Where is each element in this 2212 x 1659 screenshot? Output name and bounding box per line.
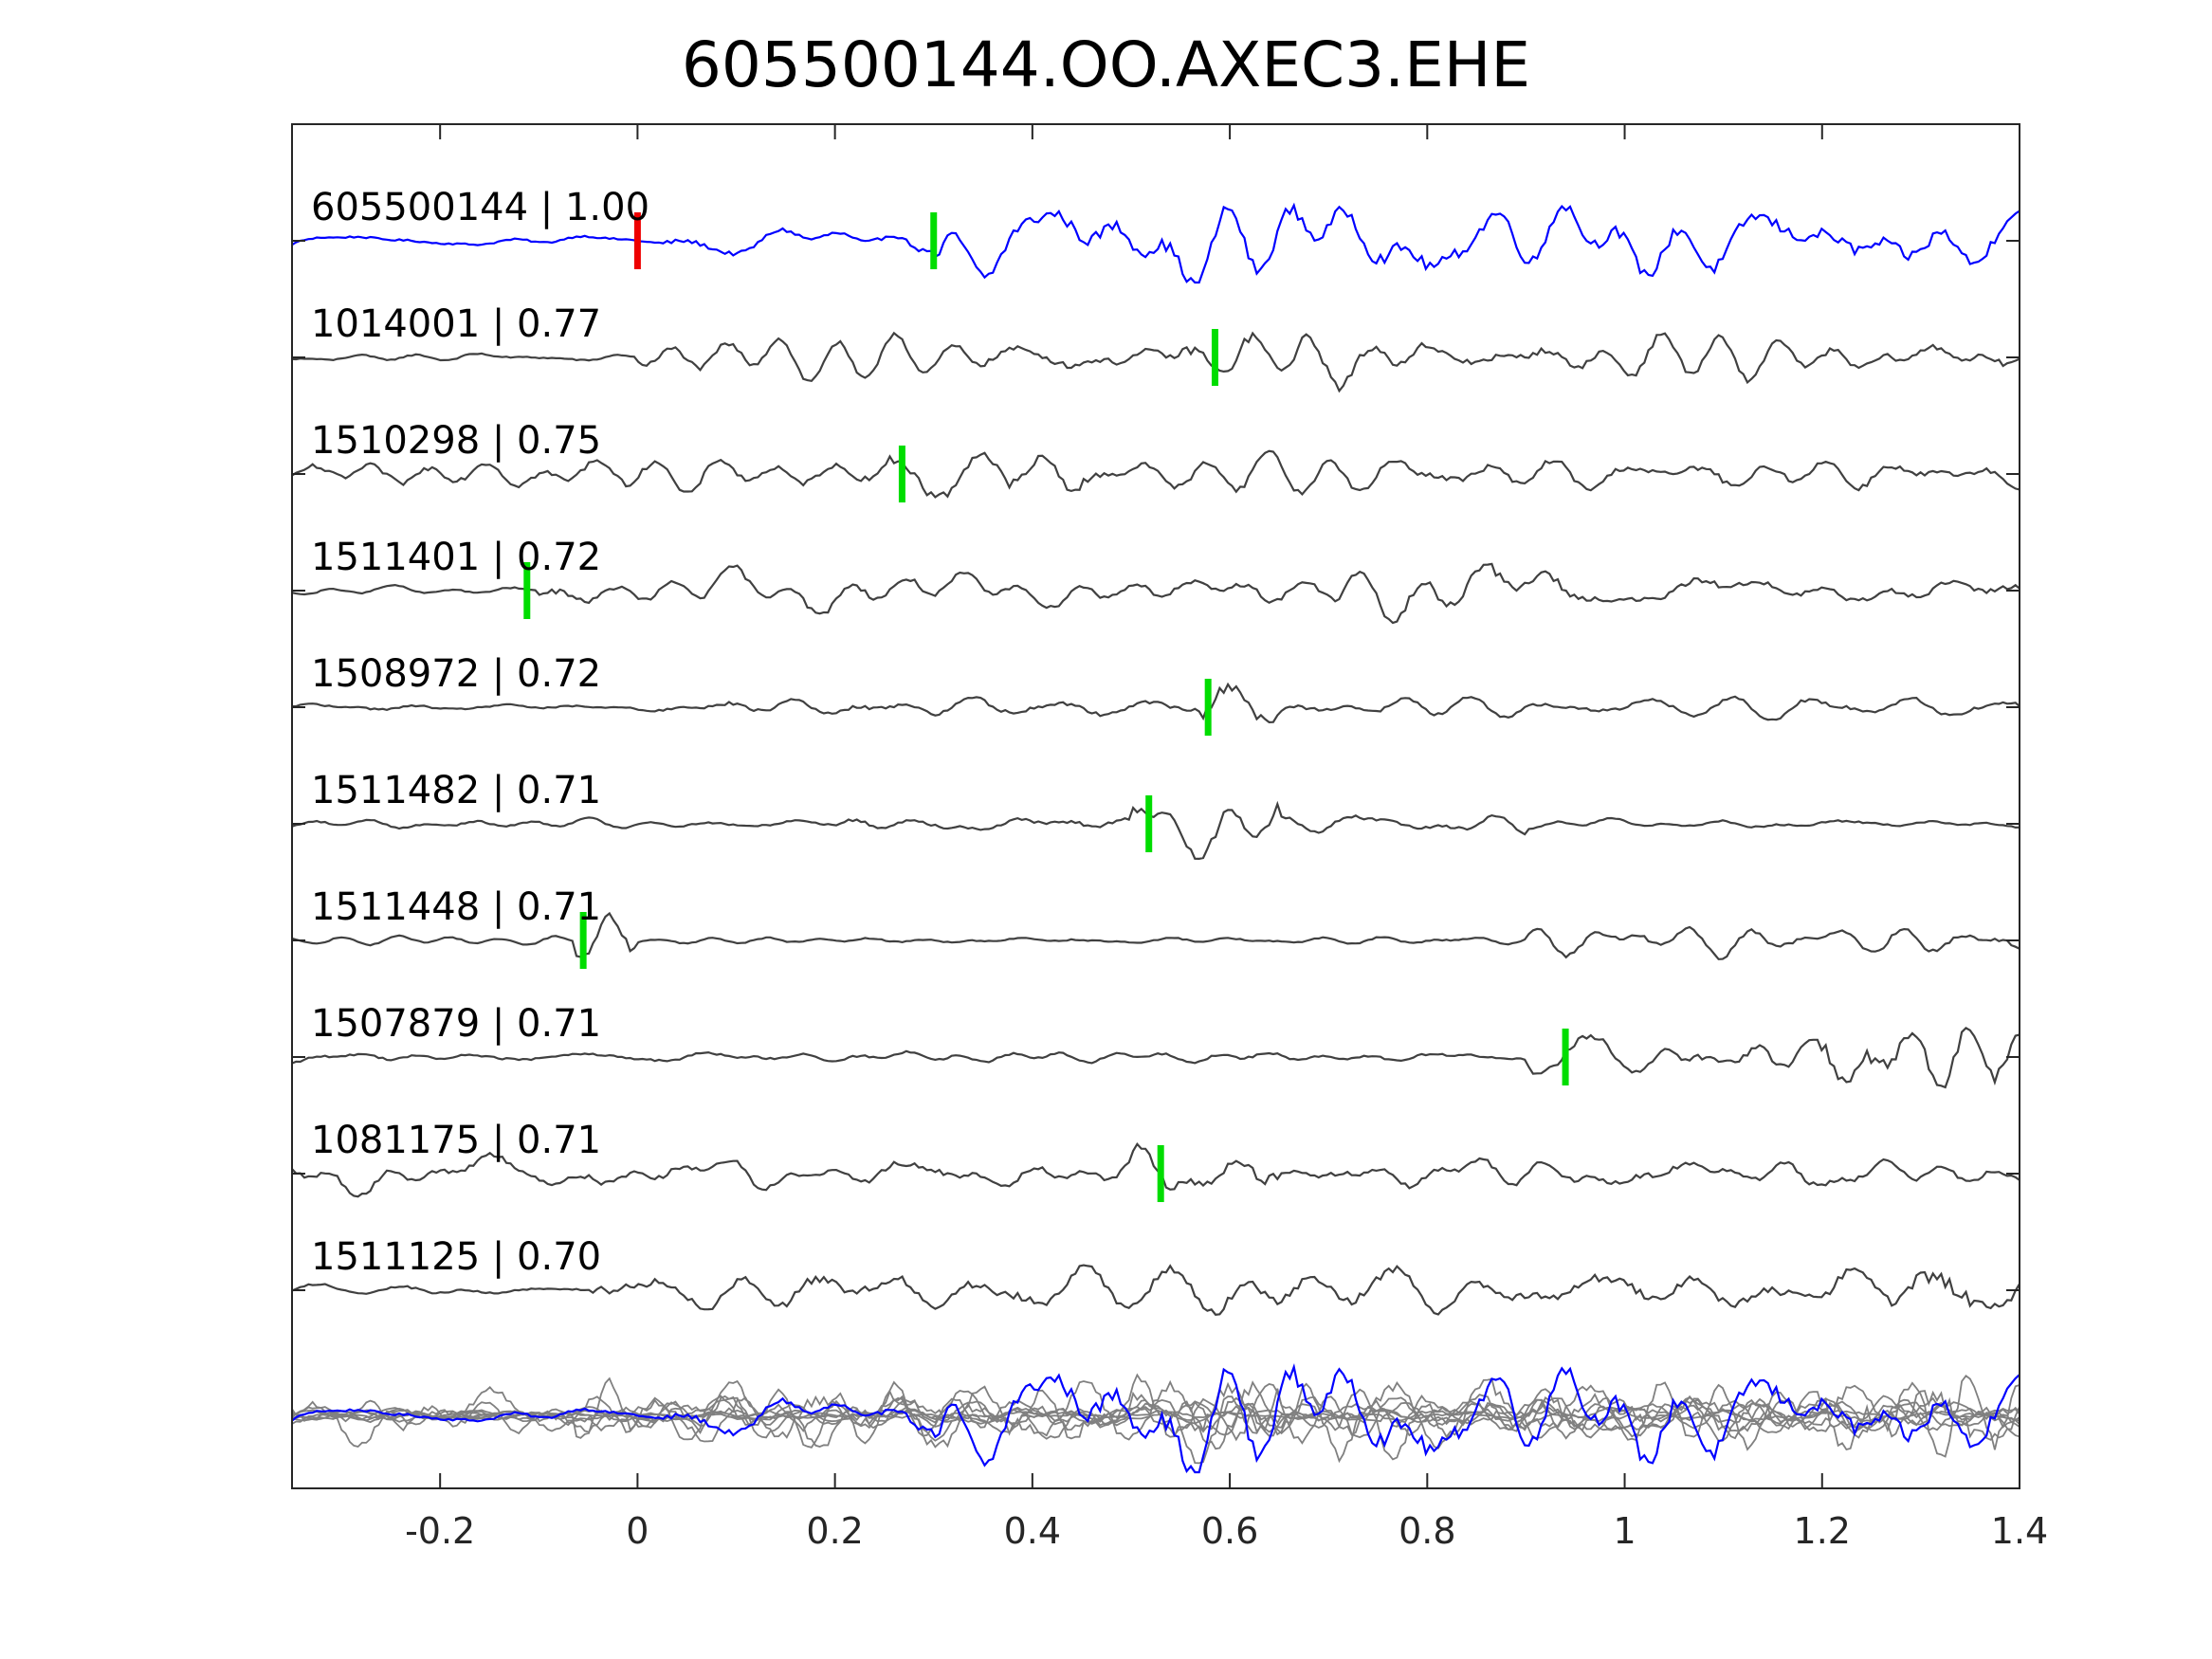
- x-tick-label: 0.8: [1398, 1510, 1455, 1552]
- trace-605500144: [291, 202, 2020, 284]
- x-tick-label: 0.4: [1004, 1510, 1061, 1552]
- trace-1510298: [291, 449, 2020, 499]
- x-tick-label: 1.2: [1794, 1510, 1851, 1552]
- trace-label-1014001: 1014001 | 0.77: [311, 302, 601, 346]
- stack-trace-1511448: [291, 1376, 2020, 1442]
- x-tick-label: 0: [626, 1510, 649, 1552]
- x-tick-label: -0.2: [405, 1510, 475, 1552]
- trace-1507879: [291, 1027, 2020, 1089]
- trace-1014001: [291, 331, 2020, 393]
- trace-1511125: [291, 1264, 2020, 1316]
- trace-1511482: [291, 800, 2020, 861]
- trace-label-1081175: 1081175 | 0.71: [311, 1119, 601, 1162]
- picks-group: [523, 212, 1569, 1202]
- x-tick-label: 1: [1613, 1510, 1636, 1552]
- stack-trace-1508972: [291, 1381, 2020, 1437]
- y-tick-marks: [292, 240, 2020, 1291]
- x-tick-label: 1.4: [1991, 1510, 2048, 1552]
- trace-label-1510298: 1510298 | 0.75: [311, 419, 601, 463]
- trace-labels-group: 605500144 | 1.00 1014001 | 0.77 1510298 | …: [311, 186, 649, 1279]
- trace-label-605500144: 605500144 | 1.00: [311, 186, 649, 229]
- x-axis: -0.2 0 0.2 0.4 0.6 0.8 1 1.2 1.4: [405, 124, 2048, 1552]
- trace-label-1511482: 1511482 | 0.71: [311, 769, 601, 812]
- trace-1508972: [291, 682, 2020, 724]
- trace-label-1511125: 1511125 | 0.70: [311, 1235, 601, 1279]
- x-tick-label: 0.6: [1201, 1510, 1258, 1552]
- x-tick-label: 0.2: [806, 1510, 863, 1552]
- trace-label-1511401: 1511401 | 0.72: [311, 536, 601, 579]
- stack-trace-1511125: [291, 1379, 2020, 1450]
- stack-trace-605500144: [291, 1363, 2020, 1474]
- traces-group: [291, 202, 2020, 1316]
- chart-title: 605500144.OO.AXEC3.EHE: [681, 28, 1531, 101]
- trace-label-1507879: 1507879 | 0.71: [311, 1002, 601, 1046]
- trace-1511401: [291, 562, 2020, 625]
- trace-1081175: [291, 1141, 2020, 1198]
- trace-label-1511448: 1511448 | 0.71: [311, 885, 601, 929]
- axes-box: [291, 123, 2020, 1489]
- trace-label-1508972: 1508972 | 0.72: [311, 652, 601, 696]
- stack-trace-1014001: [291, 1380, 2020, 1464]
- stacked-overlay-group: [291, 1363, 2020, 1474]
